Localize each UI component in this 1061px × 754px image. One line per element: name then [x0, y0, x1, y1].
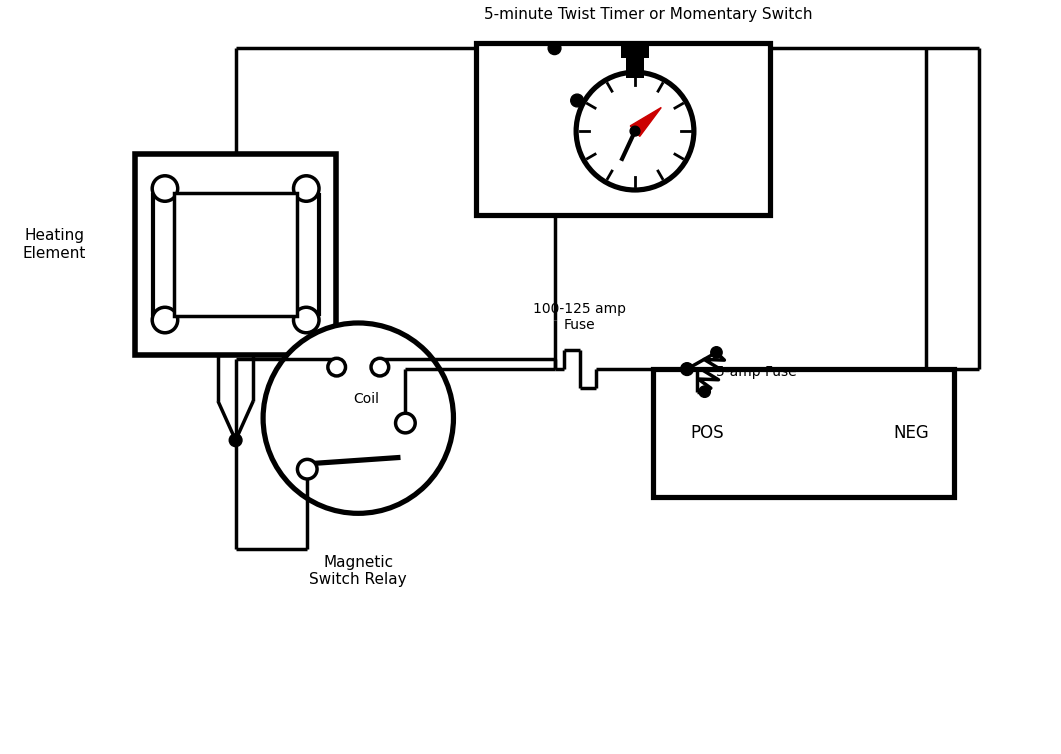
- Circle shape: [294, 308, 319, 333]
- Circle shape: [263, 323, 453, 513]
- Circle shape: [152, 176, 178, 201]
- Circle shape: [328, 358, 346, 376]
- Circle shape: [294, 176, 319, 201]
- Bar: [621, 43, 649, 57]
- Circle shape: [576, 72, 694, 190]
- Text: 100-125 amp
Fuse: 100-125 amp Fuse: [533, 302, 626, 332]
- Circle shape: [371, 358, 388, 376]
- Text: POS: POS: [690, 424, 724, 442]
- Circle shape: [152, 308, 178, 333]
- Bar: [626, 57, 644, 78]
- Text: Magnetic
Switch Relay: Magnetic Switch Relay: [310, 554, 407, 587]
- Circle shape: [711, 347, 723, 358]
- Bar: [135, 154, 336, 355]
- Circle shape: [297, 459, 317, 479]
- Circle shape: [630, 126, 640, 136]
- Circle shape: [396, 413, 415, 433]
- Bar: [653, 369, 954, 497]
- Text: NEG: NEG: [893, 424, 929, 442]
- Circle shape: [571, 94, 584, 107]
- Circle shape: [549, 41, 561, 54]
- Text: 5-minute Twist Timer or Momentary Switch: 5-minute Twist Timer or Momentary Switch: [484, 7, 812, 22]
- Bar: [476, 43, 770, 215]
- Text: 5-amp Fuse: 5-amp Fuse: [716, 365, 797, 379]
- Circle shape: [229, 434, 242, 446]
- Text: Heating
Element: Heating Element: [23, 228, 86, 261]
- Circle shape: [681, 363, 694, 375]
- Circle shape: [699, 386, 711, 397]
- Text: Coil: Coil: [353, 391, 379, 406]
- Polygon shape: [630, 108, 661, 136]
- Bar: [174, 193, 297, 316]
